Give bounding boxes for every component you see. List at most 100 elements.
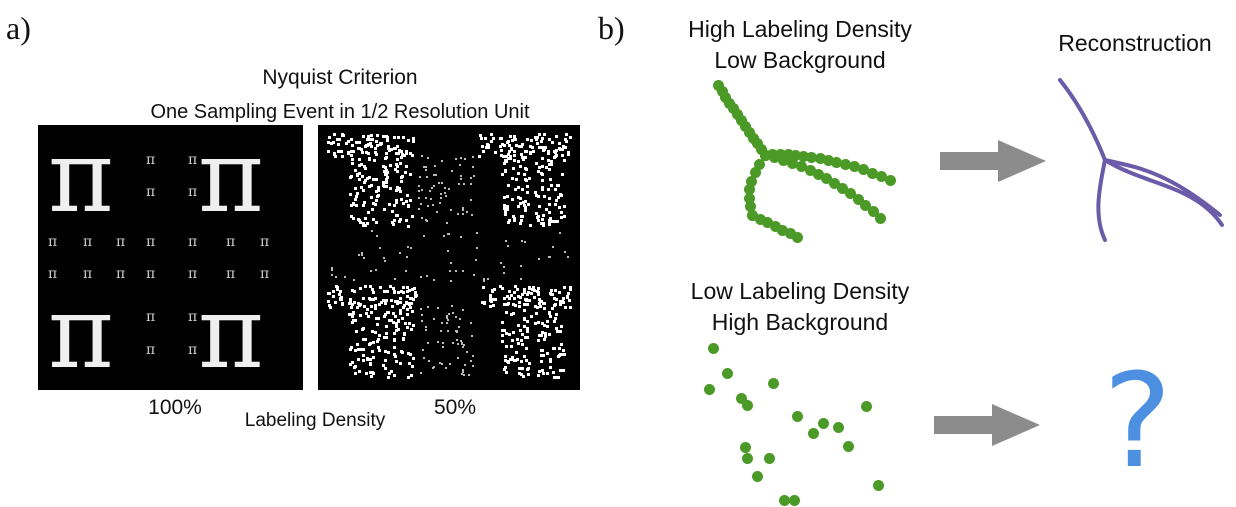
green-dot xyxy=(861,401,872,412)
speckle xyxy=(526,367,530,371)
speckle xyxy=(536,170,540,174)
speckle xyxy=(520,343,524,346)
speckle xyxy=(425,325,428,328)
speckle xyxy=(349,348,353,352)
pi-large-bottom-left: π xyxy=(48,274,114,390)
speckle xyxy=(545,351,549,355)
speckle xyxy=(382,134,386,138)
panel-b-label: b) xyxy=(598,10,625,46)
speckle xyxy=(362,358,366,362)
speckle xyxy=(503,355,507,359)
speckle xyxy=(501,340,505,344)
speckle xyxy=(420,307,423,310)
speckle xyxy=(522,291,526,295)
speckle xyxy=(397,220,401,224)
speckle xyxy=(370,145,374,149)
speckle xyxy=(383,367,387,371)
speckle xyxy=(568,299,572,303)
speckle xyxy=(420,155,423,158)
speckle xyxy=(421,320,424,323)
speckle xyxy=(525,138,529,142)
speckle xyxy=(491,136,495,140)
speckle xyxy=(540,139,543,143)
speckle xyxy=(540,179,544,183)
speckle xyxy=(483,278,486,281)
speckle xyxy=(462,345,465,348)
speckle xyxy=(480,145,484,149)
speckle xyxy=(441,345,444,348)
speckle xyxy=(395,302,399,306)
speckle xyxy=(418,196,421,199)
speckle xyxy=(471,365,474,368)
speckle xyxy=(505,159,509,163)
speckle xyxy=(554,312,558,316)
green-dot xyxy=(742,453,753,464)
speckle xyxy=(538,333,542,337)
speckle xyxy=(357,217,361,221)
speckle xyxy=(405,200,409,204)
speckle xyxy=(402,285,406,289)
speckle xyxy=(371,218,375,222)
speckle xyxy=(374,316,378,320)
speckle xyxy=(351,318,355,322)
speckle xyxy=(349,138,353,142)
green-dot xyxy=(752,471,763,482)
speckle xyxy=(410,288,414,292)
speckle xyxy=(374,190,378,194)
speckle xyxy=(548,197,552,201)
speckle xyxy=(351,143,355,147)
speckle xyxy=(501,333,505,337)
speckle xyxy=(501,321,505,325)
speckle xyxy=(504,345,508,349)
speckle xyxy=(410,246,413,249)
speckle xyxy=(346,139,350,143)
speckle xyxy=(439,330,442,333)
speckle xyxy=(369,371,373,375)
speckle xyxy=(432,318,435,321)
speckle xyxy=(505,154,509,158)
speckle xyxy=(411,140,415,144)
speckle xyxy=(451,311,454,314)
speckle xyxy=(374,297,378,301)
speckle xyxy=(521,214,525,218)
nyquist-subtitle: One Sampling Event in 1/2 Resolution Uni… xyxy=(150,101,530,123)
speckle xyxy=(531,287,535,291)
speckle xyxy=(552,346,556,350)
speckle xyxy=(364,224,368,228)
speckle xyxy=(361,204,365,208)
speckle xyxy=(387,149,391,153)
green-dot xyxy=(806,151,818,163)
speckle xyxy=(349,299,353,303)
speckle xyxy=(565,133,569,137)
speckle xyxy=(504,331,508,335)
speckle xyxy=(387,319,391,323)
speckle xyxy=(399,156,403,160)
speckle xyxy=(399,311,403,315)
speckle xyxy=(548,256,550,259)
speckle xyxy=(426,306,429,309)
speckle xyxy=(346,151,350,155)
reconstruction-heading: Reconstruction xyxy=(1058,30,1212,56)
speckle xyxy=(392,223,396,227)
speckle xyxy=(371,355,375,359)
speckle xyxy=(385,178,389,181)
speckle xyxy=(372,159,376,163)
speckle xyxy=(449,362,452,365)
speckle xyxy=(552,370,556,374)
speckle xyxy=(374,178,378,182)
speckle xyxy=(511,166,515,170)
speckle xyxy=(549,359,553,363)
speckle xyxy=(353,197,357,201)
speckle xyxy=(327,292,331,296)
speckle xyxy=(424,196,427,199)
speckle xyxy=(374,303,378,307)
green-dot xyxy=(728,103,739,115)
speckle xyxy=(510,339,514,343)
speckle xyxy=(374,220,378,224)
speckle xyxy=(559,303,563,307)
speckle xyxy=(503,265,506,268)
speckle xyxy=(368,138,372,142)
speckle xyxy=(394,360,398,364)
speckle xyxy=(394,198,398,202)
speckle xyxy=(503,296,507,300)
